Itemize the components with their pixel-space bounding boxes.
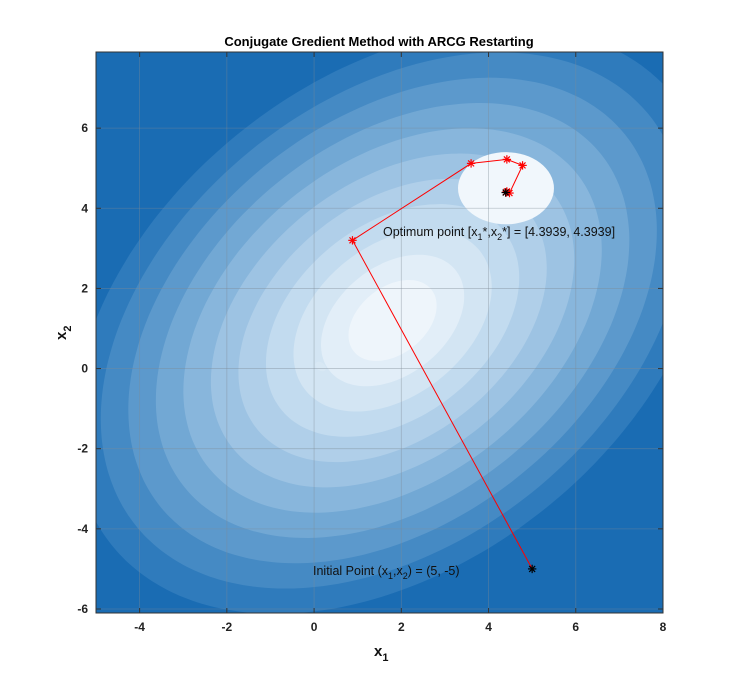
y-tick-label-6: 6: [81, 121, 88, 135]
y-axis-label-base: x: [53, 331, 70, 340]
contour-layers: [96, 52, 663, 613]
path-point-4: [518, 161, 527, 170]
path-point-2: [466, 159, 476, 168]
optimum-annotation-sub1: 1: [477, 232, 482, 242]
initial-annotation-suffix: ) = (5, -5): [408, 564, 460, 578]
path-point-1: [348, 236, 357, 245]
initial-annotation: Initial Point (x1,x2) = (5, -5): [313, 564, 460, 581]
y-tick-label-4: 2: [81, 281, 88, 295]
optimum-annotation: Optimum point [x1*,x2*] = [4.3939, 4.393…: [383, 225, 615, 242]
x-tick-label-3: 2: [398, 620, 405, 634]
x-tick-label-1: -2: [222, 620, 233, 634]
optimization-path: [348, 155, 537, 574]
x-tick-label-2: 0: [311, 620, 318, 634]
optimum-annotation-suffix: *] = [4.3939, 4.3939]: [502, 225, 615, 239]
contour-level-11: [348, 280, 437, 361]
x-tick-label-0: -4: [134, 620, 145, 634]
grid-lines: [96, 52, 663, 613]
x-axis-label-base: x: [374, 643, 383, 660]
initial-annotation-mid: ,x: [393, 564, 403, 578]
x-axis-label-sub: 1: [382, 652, 388, 664]
optimum-annotation-sub2: 2: [497, 232, 502, 242]
initial-annotation-prefix: Initial Point (x: [313, 564, 389, 578]
y-tick-label-2: -2: [77, 442, 88, 456]
x-tick-label-5: 6: [572, 620, 579, 634]
initial-annotation-sub2: 2: [403, 571, 408, 581]
axis-ticks: -4 -2 0 2 4 6 8 -6 -4 -2 0 2 4 6: [77, 52, 667, 634]
y-tick-label-3: 0: [81, 362, 88, 376]
optimum-point-marker: [501, 188, 510, 197]
optimum-annotation-mid: *,x: [483, 225, 498, 239]
optimum-annotation-prefix: Optimum point [x: [383, 225, 478, 239]
y-axis-label-sub: 2: [62, 326, 74, 332]
y-tick-label-5: 4: [81, 201, 88, 215]
x-axis-label: x1: [374, 643, 388, 664]
contour-basin-optimum: [458, 152, 554, 225]
plot-frame: [95, 51, 664, 614]
y-tick-label-1: -4: [77, 522, 88, 536]
x-tick-label-6: 8: [660, 620, 667, 634]
chart-title: Conjugate Gredient Method with ARCG Rest…: [224, 34, 533, 49]
initial-annotation-sub1: 1: [388, 571, 393, 581]
path-point-3: [502, 155, 512, 164]
contour-feature-origin: [315, 361, 327, 372]
x-tick-label-4: 4: [485, 620, 492, 634]
y-axis-label: x2: [53, 326, 74, 340]
y-tick-label-0: -6: [77, 602, 88, 616]
initial-point-marker: [527, 564, 537, 574]
